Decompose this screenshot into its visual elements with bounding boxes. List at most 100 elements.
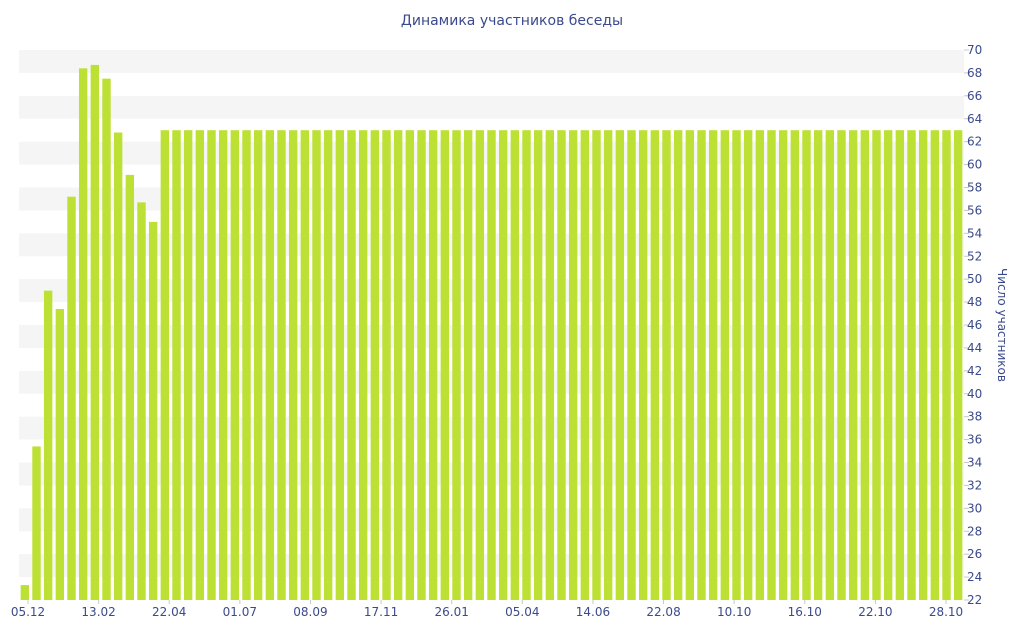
bar[interactable] [732, 130, 741, 600]
bar[interactable] [288, 130, 298, 600]
bar[interactable] [32, 446, 41, 600]
bar[interactable] [778, 130, 788, 600]
bar[interactable] [463, 130, 473, 600]
bar[interactable] [767, 130, 776, 600]
x-tick-label: 22.08 [646, 605, 680, 619]
bar[interactable] [848, 130, 858, 600]
bar[interactable] [300, 130, 310, 600]
y-tick-label: 42 [967, 364, 982, 378]
bar[interactable] [265, 130, 275, 600]
bar[interactable] [813, 130, 823, 600]
bar[interactable] [347, 130, 356, 600]
bar[interactable] [207, 130, 216, 600]
bar[interactable] [475, 130, 485, 600]
bar[interactable] [160, 130, 170, 600]
bar[interactable] [953, 130, 963, 600]
bar[interactable] [452, 130, 461, 600]
y-tick-label: 52 [967, 249, 982, 263]
bar[interactable] [218, 130, 228, 600]
bar[interactable] [837, 130, 846, 600]
bar[interactable] [580, 130, 590, 600]
bar[interactable] [55, 308, 65, 600]
bar[interactable] [685, 130, 695, 600]
bar[interactable] [277, 130, 286, 600]
bar[interactable] [428, 130, 438, 600]
bar[interactable] [382, 130, 391, 600]
bar[interactable] [918, 130, 928, 600]
bar[interactable] [557, 130, 566, 600]
bar[interactable] [802, 130, 811, 600]
y-tick-label: 48 [967, 295, 982, 309]
y-axis-ticks: 22 24 26 28 30 32 34 36 38 40 42 44 46 48 50 52 54 56 58 60… [964, 43, 982, 607]
bar[interactable] [78, 68, 88, 600]
bar[interactable] [125, 174, 135, 600]
bar[interactable] [568, 130, 578, 600]
bar[interactable] [195, 130, 205, 600]
bar[interactable] [907, 130, 916, 600]
bar[interactable] [615, 130, 625, 600]
bar[interactable] [335, 130, 345, 600]
x-tick-label: 17.11 [364, 605, 398, 619]
grid-band [19, 50, 964, 73]
bar[interactable] [20, 585, 30, 600]
y-tick-label: 56 [967, 203, 982, 217]
bar[interactable] [708, 130, 718, 600]
bar[interactable] [638, 130, 648, 600]
bar[interactable] [825, 130, 835, 600]
bar[interactable] [487, 130, 496, 600]
y-tick-label: 32 [967, 478, 982, 492]
bar[interactable] [883, 130, 893, 600]
bar[interactable] [102, 78, 111, 600]
bar[interactable] [522, 130, 531, 600]
bar[interactable] [67, 196, 76, 601]
bar[interactable] [358, 130, 368, 600]
bar[interactable] [510, 130, 520, 600]
y-tick-label: 36 [967, 433, 982, 447]
bar[interactable] [627, 130, 636, 600]
bar[interactable] [183, 130, 193, 600]
bar[interactable] [860, 130, 870, 600]
y-tick-label: 70 [967, 43, 982, 57]
bar[interactable] [743, 130, 753, 600]
bar[interactable] [417, 130, 426, 600]
bar[interactable] [592, 130, 601, 600]
x-tick-label: 05.12 [11, 605, 45, 619]
bar[interactable] [755, 130, 765, 600]
x-tick-label: 28.10 [929, 605, 963, 619]
bar[interactable] [253, 130, 263, 600]
bar[interactable] [942, 130, 951, 600]
x-tick-label: 08.09 [293, 605, 327, 619]
bar[interactable] [650, 130, 660, 600]
bar[interactable] [172, 130, 181, 600]
bar[interactable] [230, 130, 240, 600]
bar[interactable] [872, 130, 881, 600]
bar[interactable] [370, 130, 380, 600]
bar[interactable] [697, 130, 706, 600]
bar[interactable] [498, 130, 508, 600]
grid-band [19, 95, 964, 119]
y-tick-label: 34 [967, 456, 982, 470]
bar[interactable] [43, 290, 53, 601]
bar[interactable] [90, 64, 100, 600]
y-tick-label: 46 [967, 318, 982, 332]
bar[interactable] [790, 130, 800, 600]
bar[interactable] [440, 130, 450, 600]
bar[interactable] [545, 130, 555, 600]
bar[interactable] [662, 130, 671, 600]
bar[interactable] [312, 130, 321, 600]
bar[interactable] [393, 130, 403, 600]
bar[interactable] [603, 130, 613, 600]
bar[interactable] [720, 130, 730, 600]
bar[interactable] [673, 130, 683, 600]
bar[interactable] [113, 132, 123, 601]
bar[interactable] [533, 130, 543, 600]
bar[interactable] [323, 130, 333, 600]
bar[interactable] [930, 130, 940, 600]
bar[interactable] [405, 130, 415, 600]
bar[interactable] [137, 202, 146, 600]
bar[interactable] [895, 130, 905, 600]
bar[interactable] [242, 130, 251, 600]
bars [20, 64, 963, 601]
bar[interactable] [148, 221, 158, 601]
